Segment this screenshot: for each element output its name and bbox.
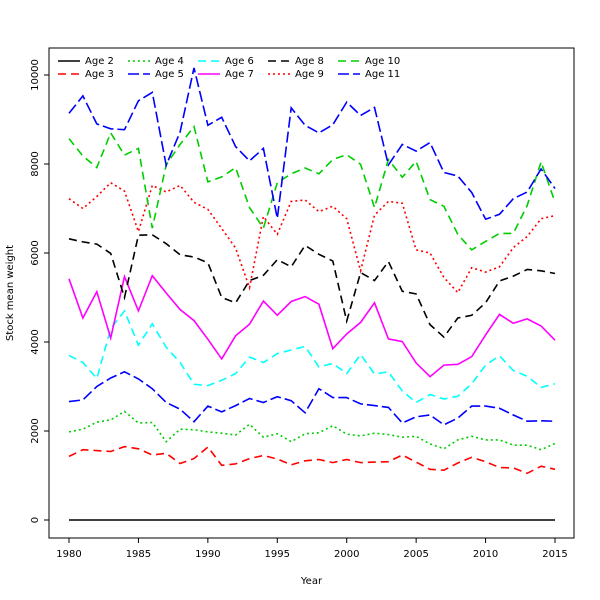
legend-label: Age 11: [365, 69, 400, 80]
series-line-age-11: [68, 67, 556, 221]
x-axis-title: Year: [300, 576, 323, 587]
legend-label: Age 6: [225, 56, 254, 67]
x-tick-label: 2005: [403, 549, 428, 560]
x-tick-label: 1990: [195, 549, 220, 560]
legend-label: Age 5: [155, 69, 184, 80]
y-axis-title: Stock mean weight: [5, 245, 16, 341]
y-tick-label: 0: [30, 517, 41, 523]
series-layer: [68, 67, 556, 521]
legend-label: Age 4: [155, 56, 184, 67]
series-line-age-6: [68, 309, 556, 404]
series-line-age-7: [68, 273, 556, 378]
legend-label: Age 2: [85, 56, 114, 67]
x-tick-label: 1995: [265, 549, 290, 560]
x-axis: 1980 1985 1990 1995 2000 2005 2010 2015: [56, 538, 568, 560]
series-line-age-5: [68, 370, 556, 426]
series-line-age-3: [68, 445, 556, 475]
y-tick-label: 6000: [30, 240, 41, 265]
x-tick-label: 1980: [56, 549, 81, 560]
legend-label: Age 3: [85, 69, 114, 80]
legend-label: Age 9: [295, 69, 324, 80]
y-tick-label: 8000: [30, 151, 41, 176]
legend-label: Age 10: [365, 56, 400, 67]
legend-label: Age 7: [225, 69, 254, 80]
x-tick-label: 2015: [542, 549, 567, 560]
y-tick-label: 10000: [30, 59, 41, 91]
legend-label: Age 8: [295, 56, 324, 67]
x-tick-label: 1985: [126, 549, 151, 560]
legend: Age 2 Age 3 Age 4 Age 5 Age 6 Age 7 Age 8 Age 9…: [58, 56, 400, 80]
x-tick-label: 2000: [334, 549, 359, 560]
x-tick-label: 2010: [473, 549, 498, 560]
y-tick-label: 2000: [30, 418, 41, 443]
y-tick-label: 4000: [30, 329, 41, 354]
series-line-age-8: [68, 233, 556, 339]
y-axis: 0 2000 4000 6000 8000 10000: [30, 59, 49, 523]
plot-frame: [48, 47, 575, 539]
series-line-age-4: [68, 410, 556, 451]
series-line-age-10: [68, 124, 556, 251]
